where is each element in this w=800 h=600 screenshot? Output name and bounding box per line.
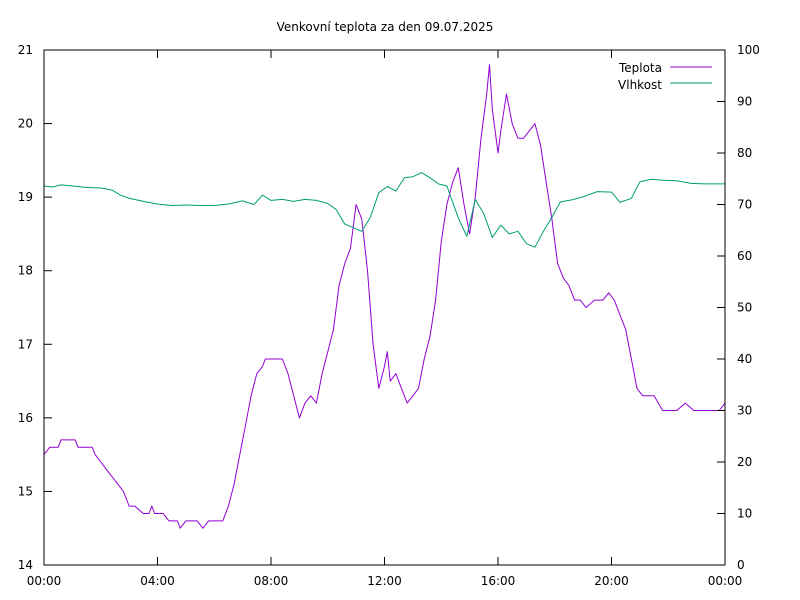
x-tick-label: 00:00	[27, 574, 62, 588]
series-line-teplota	[43, 64, 726, 529]
y-left-tick-label: 20	[18, 117, 33, 131]
y-left-tick-label: 16	[18, 411, 33, 425]
y-right-tick-label: 60	[737, 249, 752, 263]
y-right-tick-label: 0	[737, 558, 745, 572]
legend-label-vlhkost: Vlhkost	[618, 78, 662, 92]
series-line-vlhkost	[43, 172, 725, 248]
y-right-tick-label: 90	[737, 95, 752, 109]
y-left-tick-label: 14	[18, 558, 33, 572]
x-tick-label: 00:00	[708, 574, 743, 588]
y-right-tick-label: 50	[737, 301, 752, 315]
y-right-tick-label: 40	[737, 352, 752, 366]
series-layer	[43, 64, 726, 529]
y-right-tick-label: 10	[737, 507, 752, 521]
y-left-tick-label: 17	[18, 337, 33, 351]
axes-layer: 14 15 16 17 18 19 20 21 0 10 20 30 40 50 60 70 80 90 100 00…	[18, 43, 760, 588]
y-left-tick-label: 19	[18, 190, 33, 204]
y-right-tick-label: 80	[737, 146, 752, 160]
x-tick-label: 04:00	[140, 574, 175, 588]
y-right-tick-label: 70	[737, 198, 752, 212]
y-right-tick-label: 20	[737, 455, 752, 469]
x-tick-label: 08:00	[254, 574, 289, 588]
y-left-tick-label: 21	[18, 43, 33, 57]
x-tick-label: 16:00	[481, 574, 516, 588]
plot-frame	[43, 49, 726, 566]
legend: Teplota Vlhkost	[618, 61, 712, 92]
y-left-tick-label: 15	[18, 484, 33, 498]
y-right-tick-label: 100	[737, 43, 760, 57]
x-tick-label: 12:00	[367, 574, 402, 588]
legend-label-teplota: Teplota	[618, 61, 662, 75]
x-tick-label: 20:00	[594, 574, 629, 588]
chart-title: Venkovní teplota za den 09.07.2025	[277, 20, 494, 34]
y-left-tick-label: 18	[18, 264, 33, 278]
y-right-tick-label: 30	[737, 404, 752, 418]
